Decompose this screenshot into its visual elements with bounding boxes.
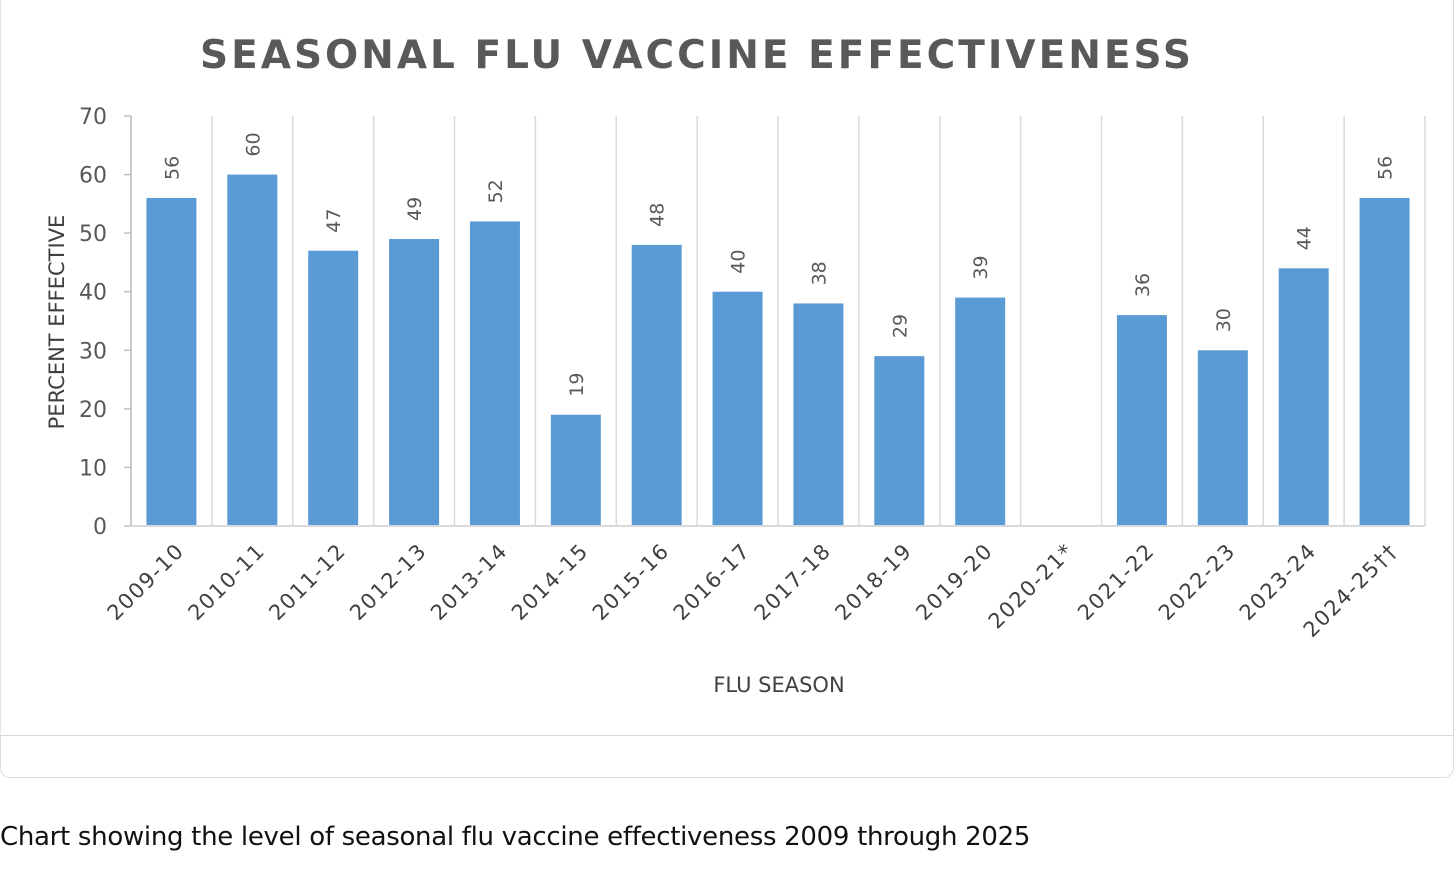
y-tick-label: 70 — [79, 105, 107, 130]
x-tick-label: 2022-23 — [1154, 539, 1240, 625]
y-tick-label: 50 — [79, 222, 107, 247]
chart-card: SEASONAL FLU VACCINE EFFECTIVENESS 56 60 4… — [0, 0, 1454, 736]
x-tick-label: 2013-14 — [426, 539, 512, 625]
x-tick-label: 2012-13 — [345, 539, 431, 625]
x-axis-label: FLU SEASON — [713, 673, 844, 697]
bar — [227, 175, 277, 526]
x-tick-label: 2016-17 — [669, 539, 755, 625]
x-tick-label: 2010-11 — [183, 539, 269, 625]
x-tick-label: 2014-15 — [507, 539, 593, 625]
chart-title: SEASONAL FLU VACCINE EFFECTIVENESS — [200, 33, 1194, 78]
data-label: 40 — [728, 250, 750, 274]
bar — [551, 415, 601, 526]
bar — [1279, 268, 1329, 526]
bar — [389, 239, 439, 526]
bar — [632, 245, 682, 526]
data-label: 48 — [647, 203, 669, 227]
data-label: 39 — [970, 255, 992, 279]
chart-caption: Chart showing the level of seasonal flu … — [0, 822, 1030, 852]
card-footer-strip — [0, 736, 1454, 778]
bar-chart: SEASONAL FLU VACCINE EFFECTIVENESS 56 60 4… — [1, 0, 1455, 736]
x-tick-label: 2019-20 — [911, 539, 997, 625]
data-label: 56 — [161, 156, 183, 180]
x-tick-label: 2017-18 — [750, 539, 836, 625]
data-label: 60 — [242, 132, 264, 156]
x-tick-label: 2015-16 — [588, 539, 674, 625]
bar — [1360, 198, 1410, 526]
y-tick-label: 20 — [79, 398, 107, 423]
data-label: 30 — [1213, 308, 1235, 332]
data-label: 36 — [1132, 273, 1154, 297]
x-tick-label: 2018-19 — [830, 539, 916, 625]
x-tick-label: 2011-12 — [264, 539, 350, 625]
data-label: 38 — [808, 261, 830, 285]
bar — [146, 198, 196, 526]
data-label: 47 — [323, 209, 345, 233]
bar — [308, 251, 358, 526]
bar — [955, 298, 1005, 526]
y-tick-label: 30 — [79, 339, 107, 364]
data-label: 19 — [566, 373, 588, 397]
x-tick-label: 2009-10 — [103, 539, 189, 625]
bar — [874, 356, 924, 526]
data-label: 52 — [485, 179, 507, 203]
y-tick-label: 0 — [93, 515, 107, 540]
y-tick-label: 10 — [79, 456, 107, 481]
data-label: 29 — [889, 314, 911, 338]
data-label: 49 — [404, 197, 426, 221]
data-label: 56 — [1375, 156, 1397, 180]
y-axis-label: PERCENT EFFECTIVE — [45, 215, 69, 430]
x-tick-label: 2020-21* — [984, 539, 1079, 634]
bar — [470, 221, 520, 526]
y-tick-label: 60 — [79, 164, 107, 189]
bar — [793, 303, 843, 526]
x-tick-label: 2021-22 — [1073, 539, 1159, 625]
data-label: 44 — [1294, 226, 1316, 250]
bar — [713, 292, 763, 526]
bar — [1117, 315, 1167, 526]
y-tick-label: 40 — [79, 281, 107, 306]
bar — [1198, 350, 1248, 526]
x-tick-label: 2023-24 — [1235, 539, 1321, 625]
